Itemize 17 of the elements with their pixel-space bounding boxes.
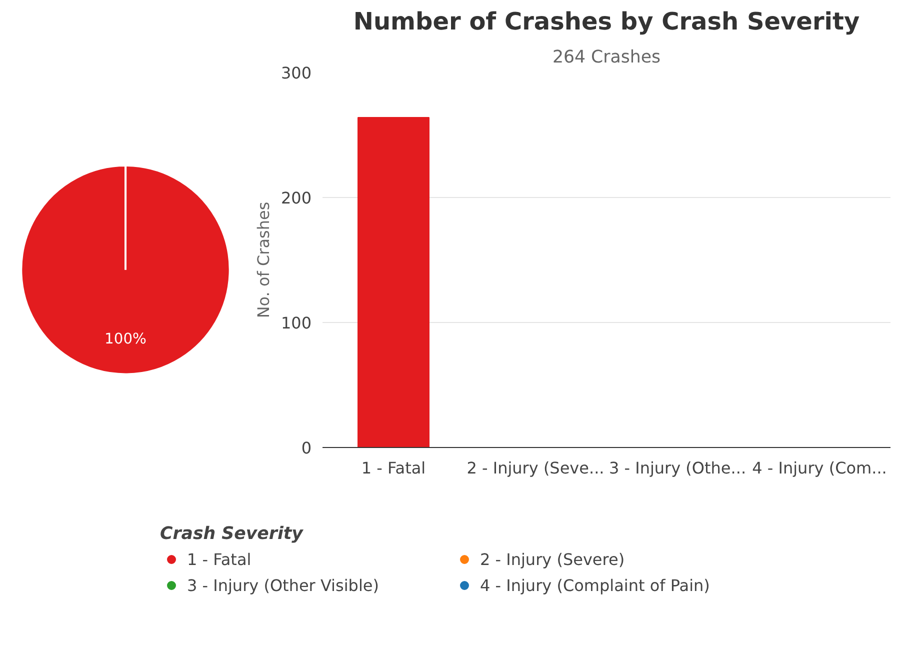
x-tick-label: 2 - Injury (Seve... [466,458,604,478]
data-label: 100% [104,330,147,348]
legend-label: 2 - Injury (Severe) [480,550,626,568]
y-tick-label: 0 [301,438,312,458]
x-tick-label: 4 - Injury (Com... [752,458,887,478]
y-tick-label: 300 [280,64,312,82]
legend-label: 1 - Fatal [187,550,252,568]
x-tick-label: 3 - Injury (Othe... [608,458,746,478]
chart-subtitle: 264 Crashes [552,48,661,68]
y-tick-label: 200 [280,188,312,208]
legend-label: 3 - Injury (Other Visible) [187,576,380,594]
legend-title: Crash Severity [160,524,304,544]
y-tick-label: 100 [280,314,312,332]
x-tick-label: 1 - Fatal [361,458,426,478]
legend-label: 4 - Injury (Complaint of Pain) [480,576,711,594]
y-axis-title: No. of Crashes [254,202,273,318]
chart-title: Number of Crashes by Crash Severity [353,8,860,36]
